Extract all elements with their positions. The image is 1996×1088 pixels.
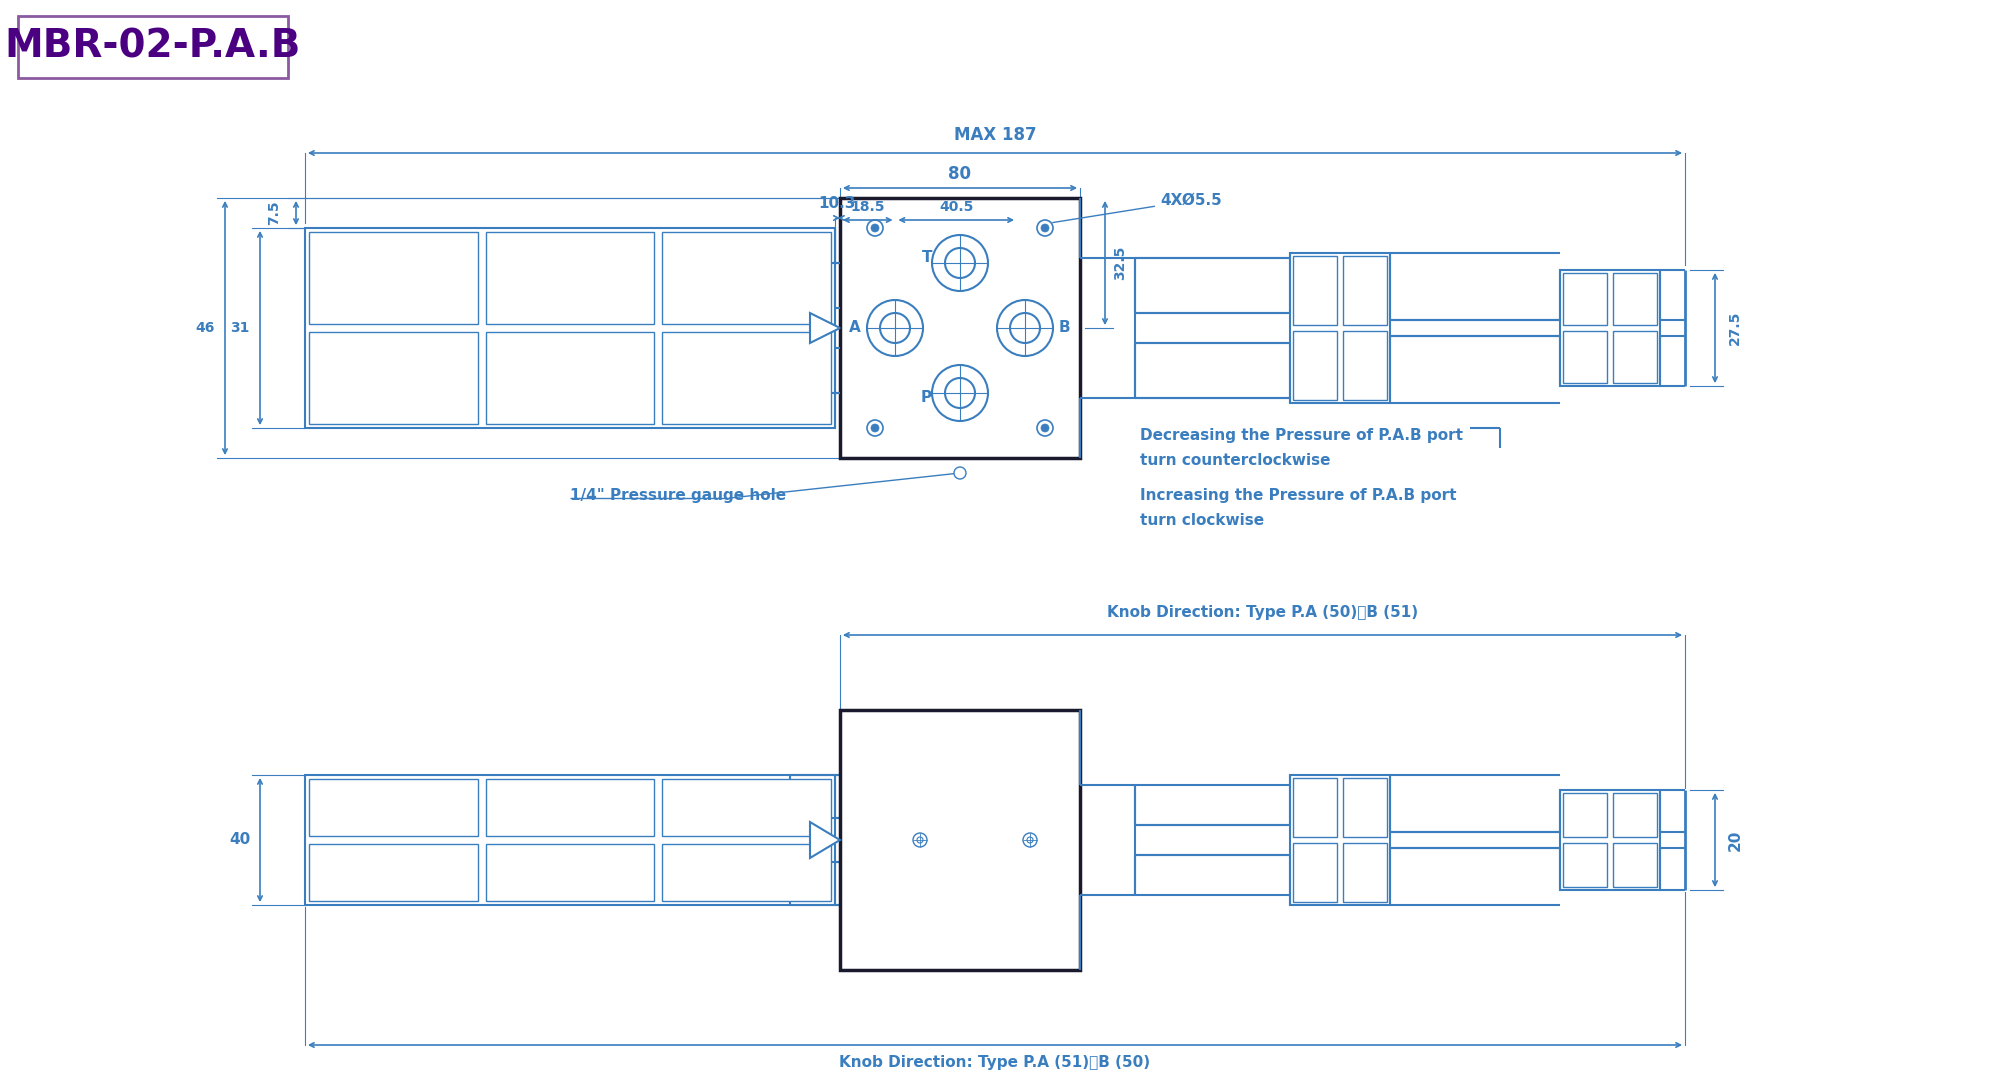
Bar [663, 779, 830, 836]
Bar [1293, 778, 1337, 837]
Text: Knob Direction: Type P.A (51)、B (50): Knob Direction: Type P.A (51)、B (50) [840, 1055, 1150, 1071]
Text: MAX 187: MAX 187 [954, 126, 1036, 144]
Bar [485, 232, 655, 324]
Text: 46: 46 [196, 321, 216, 335]
Bar [1289, 775, 1389, 905]
Bar [840, 710, 1080, 970]
Text: 40: 40 [230, 832, 251, 848]
Text: 20: 20 [1727, 829, 1743, 851]
Circle shape [954, 467, 966, 479]
Text: turn clockwise: turn clockwise [1140, 514, 1263, 528]
Circle shape [1024, 833, 1038, 846]
Circle shape [1038, 420, 1054, 436]
Circle shape [944, 248, 974, 279]
Circle shape [866, 420, 882, 436]
Bar [1561, 790, 1661, 890]
Bar [1293, 843, 1337, 902]
Bar [309, 844, 477, 901]
Text: 31: 31 [230, 321, 250, 335]
Circle shape [1042, 424, 1050, 432]
Circle shape [880, 313, 910, 343]
Text: 80: 80 [948, 165, 972, 183]
Circle shape [996, 300, 1054, 356]
Text: 18.5: 18.5 [850, 200, 884, 214]
Circle shape [866, 300, 922, 356]
Text: 7.5: 7.5 [267, 200, 281, 225]
Circle shape [1010, 313, 1040, 343]
Bar [1289, 254, 1389, 403]
Bar [1563, 331, 1607, 383]
Text: 32.5: 32.5 [1114, 246, 1128, 281]
Bar [1343, 843, 1387, 902]
Bar [485, 332, 655, 424]
Bar [1563, 843, 1607, 887]
Bar [1293, 331, 1337, 400]
Bar [1613, 793, 1657, 837]
Circle shape [916, 837, 922, 843]
Bar [1561, 270, 1661, 386]
Bar [305, 775, 834, 905]
Circle shape [1028, 837, 1034, 843]
Circle shape [912, 833, 926, 846]
Text: A: A [848, 321, 860, 335]
Bar [1343, 778, 1387, 837]
Text: turn counterclockwise: turn counterclockwise [1140, 453, 1331, 468]
Text: 27.5: 27.5 [1729, 311, 1743, 345]
Circle shape [866, 220, 882, 236]
Bar [663, 844, 830, 901]
Text: T: T [922, 250, 932, 265]
Text: P: P [920, 391, 932, 406]
Text: Decreasing the Pressure of P.A.B port: Decreasing the Pressure of P.A.B port [1140, 428, 1463, 443]
Bar [1293, 256, 1337, 325]
Circle shape [1038, 220, 1054, 236]
Circle shape [932, 364, 988, 421]
Bar [663, 232, 830, 324]
Circle shape [870, 224, 878, 232]
Text: Knob Direction: Type P.A (50)、B (51): Knob Direction: Type P.A (50)、B (51) [1108, 606, 1417, 620]
Text: 10.3: 10.3 [818, 197, 856, 211]
Bar [1343, 331, 1387, 400]
Text: 4XØ5.5: 4XØ5.5 [1052, 193, 1222, 223]
Circle shape [1042, 224, 1050, 232]
Text: 40.5: 40.5 [938, 200, 974, 214]
Text: B: B [1060, 321, 1070, 335]
Polygon shape [810, 823, 840, 858]
Polygon shape [810, 313, 840, 343]
Text: Increasing the Pressure of P.A.B port: Increasing the Pressure of P.A.B port [1140, 489, 1457, 503]
Bar [1613, 843, 1657, 887]
Bar [485, 844, 655, 901]
Circle shape [944, 378, 974, 408]
Bar [1563, 273, 1607, 325]
Text: 1/4" Pressure gauge hole: 1/4" Pressure gauge hole [571, 489, 786, 503]
Bar [1563, 793, 1607, 837]
Bar [1343, 256, 1387, 325]
Bar [1613, 331, 1657, 383]
Bar [305, 228, 834, 428]
Bar [309, 232, 477, 324]
Bar [1613, 273, 1657, 325]
Circle shape [870, 424, 878, 432]
Bar [663, 332, 830, 424]
Bar [18, 16, 287, 78]
Bar [485, 779, 655, 836]
Bar [309, 332, 477, 424]
Text: MBR-02-P.A.B: MBR-02-P.A.B [4, 28, 301, 66]
Bar [309, 779, 477, 836]
Bar [840, 198, 1080, 458]
Circle shape [932, 235, 988, 290]
